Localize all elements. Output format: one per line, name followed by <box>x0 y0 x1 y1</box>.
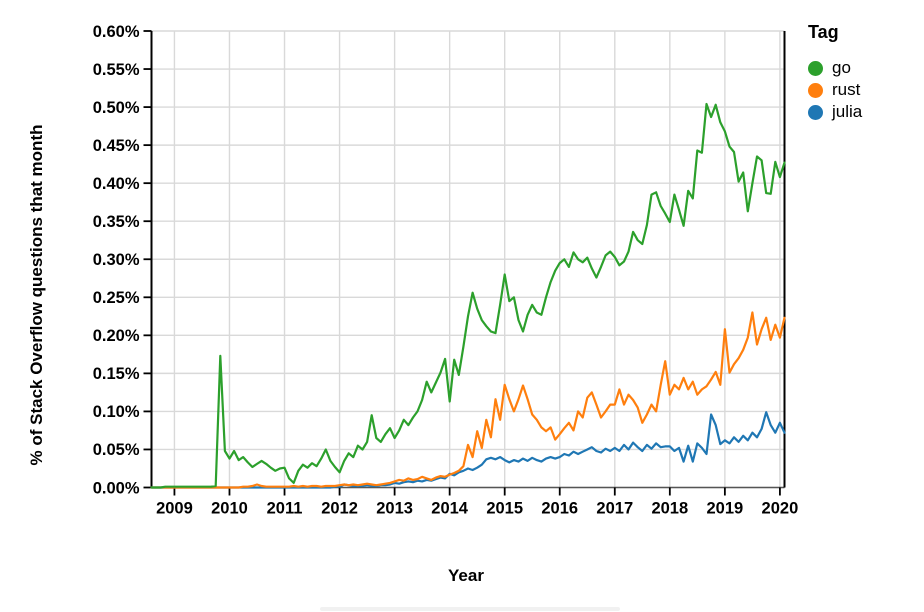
y-tick-label: 0.20% <box>93 327 140 345</box>
y-tick-label: 0.55% <box>93 61 140 79</box>
x-tick-label: 2015 <box>486 500 523 518</box>
legend-swatch-rust-icon <box>808 82 823 98</box>
go-line <box>150 102 786 489</box>
x-tick-label: 2011 <box>267 500 303 518</box>
x-tick-label: 2013 <box>376 500 413 518</box>
y-tick-label: 0.45% <box>93 137 140 155</box>
x-tick-label: 2012 <box>321 500 358 518</box>
y-tick-label: 0.60% <box>93 23 140 41</box>
y-tick-label: 0.05% <box>93 441 140 459</box>
y-axis-title: % of Stack Overflow questions that month <box>27 124 46 466</box>
x-tick-label: 2018 <box>651 500 688 518</box>
y-tick-label: 0.35% <box>93 213 140 231</box>
legend-label: rust <box>832 80 861 99</box>
y-tick-label: 0.50% <box>93 99 140 117</box>
rust-line <box>150 311 786 489</box>
x-tick-label: 2020 <box>762 500 799 518</box>
y-tick-label: 0.15% <box>93 365 140 383</box>
legend-title: Tag <box>808 22 839 42</box>
legend-item-rust: rust <box>808 79 862 101</box>
y-tick-label: 0.30% <box>93 251 140 269</box>
bottom-edge-artifact <box>320 607 620 611</box>
y-tick-label: 0.40% <box>93 175 140 193</box>
julia-line <box>150 411 786 489</box>
x-tick-label: 2016 <box>541 500 578 518</box>
x-tick-label: 2010 <box>211 500 248 518</box>
legend-swatch-julia-icon <box>808 104 823 120</box>
x-tick-label: 2014 <box>431 500 469 518</box>
y-tick-label: 0.00% <box>93 479 140 497</box>
legend-label: julia <box>832 102 863 121</box>
legend-items: go rust julia <box>808 57 862 123</box>
y-tick-label: 0.10% <box>93 403 140 421</box>
x-axis-title: Year <box>448 566 484 585</box>
x-tick-label: 2009 <box>156 500 193 518</box>
legend-label: go <box>832 58 851 77</box>
legend-item-go: go <box>808 57 862 79</box>
y-tick-label: 0.25% <box>93 289 140 307</box>
legend-swatch-go-icon <box>808 60 823 76</box>
x-tick-label: 2019 <box>707 500 744 518</box>
legend: Tag go rust julia <box>808 22 862 123</box>
x-tick-label: 2017 <box>596 500 633 518</box>
legend-item-julia: julia <box>808 101 862 123</box>
